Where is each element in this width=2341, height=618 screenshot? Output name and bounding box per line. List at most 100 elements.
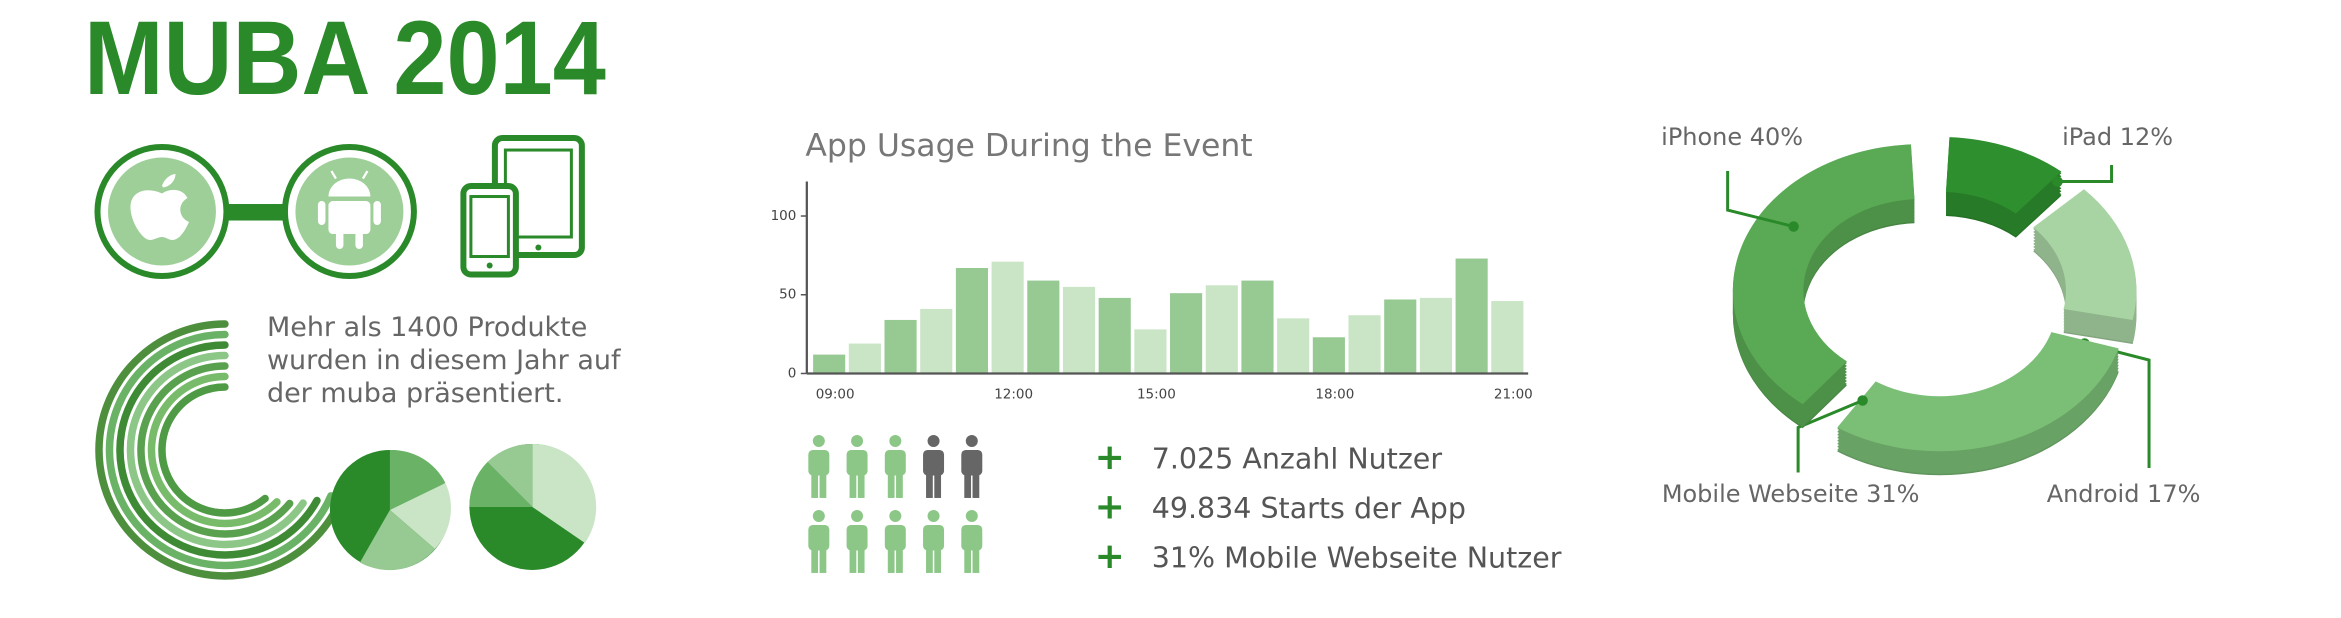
person-leg	[926, 545, 933, 573]
person-body	[884, 524, 906, 551]
donut-label: iPad 12%	[2062, 123, 2173, 151]
y-tick-label: 50	[779, 287, 796, 303]
bar	[1241, 280, 1274, 374]
plus-icon: +	[1095, 486, 1125, 527]
bar	[1134, 329, 1167, 374]
decorative-arcs	[95, 320, 349, 580]
person-leg	[896, 545, 903, 573]
person-leg	[857, 470, 865, 498]
person-icon	[961, 509, 983, 573]
person-icon	[961, 434, 983, 498]
person-body	[923, 449, 945, 476]
person-head	[927, 434, 940, 447]
person-body	[846, 524, 868, 551]
arc	[95, 320, 349, 580]
person-leg	[819, 545, 827, 573]
person-head	[812, 434, 825, 447]
person-body	[884, 449, 906, 476]
leader-line	[1726, 171, 1794, 228]
arc	[158, 383, 269, 517]
bar	[1098, 297, 1131, 374]
x-tick-label: 15:00	[1137, 386, 1176, 402]
donut-segment	[1732, 144, 1915, 405]
bar	[1419, 297, 1453, 374]
person-leg	[887, 545, 895, 573]
bar	[955, 267, 989, 374]
person-head	[851, 434, 864, 447]
bar	[1062, 286, 1096, 374]
intro-line: Mehr als 1400 Produkte	[267, 312, 587, 343]
person-head	[965, 434, 978, 447]
leader-line	[2057, 165, 2114, 184]
person-leg	[849, 470, 857, 498]
chart-title: App Usage During the Event	[805, 128, 1252, 164]
person-head	[851, 509, 864, 522]
people-icons	[808, 434, 983, 573]
person-icon	[884, 509, 906, 573]
x-tick-label: 18:00	[1315, 386, 1354, 402]
y-tick-label: 0	[788, 365, 797, 381]
leader-dot	[1857, 395, 1868, 406]
bar	[920, 308, 953, 374]
person-body	[846, 449, 868, 476]
bar	[991, 261, 1024, 374]
leader-dot	[2052, 176, 2063, 187]
donut-label: iPhone 40%	[1661, 123, 1803, 151]
stat-text: 49.834 Starts der App	[1152, 492, 1466, 525]
person-leg	[964, 470, 972, 498]
donut-label: Mobile Webseite 31%	[1662, 480, 1920, 508]
bar	[848, 343, 881, 374]
person-leg	[972, 470, 980, 498]
person-body	[961, 524, 983, 551]
x-tick-label: 12:00	[994, 386, 1033, 402]
plus-icon: +	[1095, 437, 1125, 478]
x-tick-label: 21:00	[1494, 386, 1533, 402]
person-head	[965, 509, 978, 522]
person-leg	[849, 545, 857, 573]
person-head	[812, 509, 825, 522]
stats: + 7.025 Anzahl Nutzer + 49.834 Starts de…	[1095, 437, 1562, 577]
person-head	[889, 434, 902, 447]
person-icon	[846, 509, 868, 573]
bar	[1312, 337, 1345, 374]
bar	[1348, 315, 1381, 374]
arc	[105, 330, 335, 570]
person-icon	[923, 434, 945, 498]
intro-line: wurden in diesem Jahr auf	[267, 345, 622, 376]
person-body	[808, 449, 830, 476]
arc	[126, 351, 307, 549]
bar	[1491, 301, 1524, 374]
person-icon	[884, 434, 906, 498]
person-icon	[808, 434, 830, 498]
title: MUBA 2014	[84, 0, 606, 117]
platform-icons	[94, 135, 585, 280]
person-icon	[808, 509, 830, 573]
person-body	[923, 524, 945, 551]
intro-line: der muba präsentiert.	[267, 378, 564, 409]
person-leg	[896, 470, 903, 498]
person-icon	[923, 509, 945, 573]
arc	[116, 341, 321, 559]
bar	[1027, 280, 1060, 374]
bar	[1455, 258, 1488, 374]
bar	[1384, 299, 1417, 374]
bar	[884, 319, 917, 374]
person-head	[889, 509, 902, 522]
x-tick-label: 09:00	[816, 386, 855, 402]
person-leg	[934, 545, 942, 573]
person-leg	[887, 470, 895, 498]
bar	[813, 354, 846, 374]
donut-label: Android 17%	[2047, 480, 2201, 508]
stat-text: 7.025 Anzahl Nutzer	[1152, 442, 1443, 475]
person-leg	[819, 470, 827, 498]
intro-text: Mehr als 1400 Produkte wurden in diesem …	[267, 312, 622, 409]
donut-segment	[2033, 189, 2137, 320]
arc	[137, 362, 294, 538]
person-leg	[811, 545, 819, 573]
person-leg	[964, 545, 972, 573]
y-tick-label: 100	[771, 208, 797, 224]
bar	[1277, 318, 1310, 374]
donut-segment	[1945, 137, 2062, 214]
leader-dot	[1788, 221, 1799, 232]
